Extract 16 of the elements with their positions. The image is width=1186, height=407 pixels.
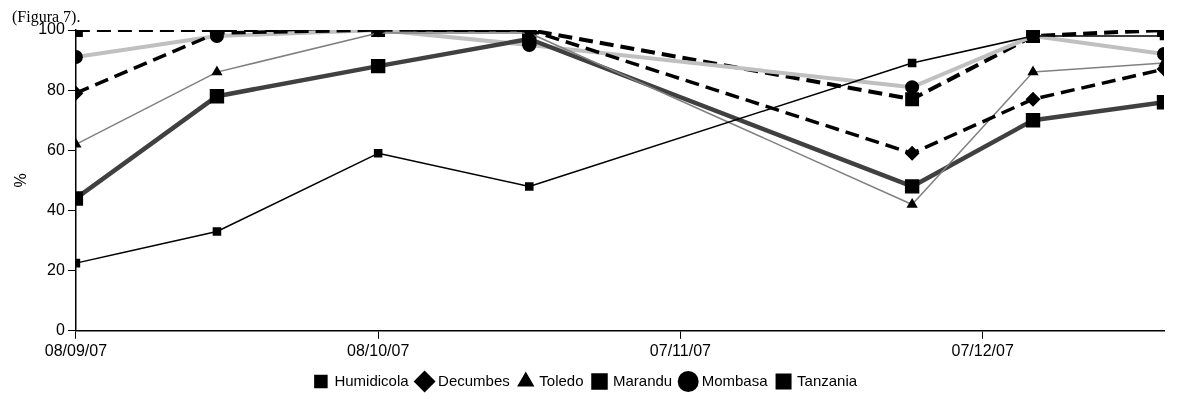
legend-label: Marandu — [612, 371, 673, 389]
legend-label: Humidicola — [334, 371, 410, 389]
y-tick-label: 20 — [47, 261, 65, 279]
y-axis-title: % — [12, 173, 30, 188]
x-tick-label: 08/09/07 — [44, 341, 108, 359]
legend-label: Tanzania — [797, 371, 858, 389]
y-tick-label: 60 — [47, 140, 65, 158]
y-tick-label: 40 — [47, 200, 65, 218]
x-tick-label: 08/10/07 — [347, 341, 410, 359]
legend-label: Decumbes — [438, 371, 510, 389]
legend-label: Toledo — [539, 371, 584, 389]
x-tick-label: 07/12/07 — [951, 341, 1014, 359]
x-tick-label: 07/11/07 — [649, 341, 712, 359]
y-tick-label: 0 — [55, 321, 65, 339]
y-tick-label: 80 — [47, 80, 65, 98]
legend-label: Mombasa — [701, 371, 769, 389]
